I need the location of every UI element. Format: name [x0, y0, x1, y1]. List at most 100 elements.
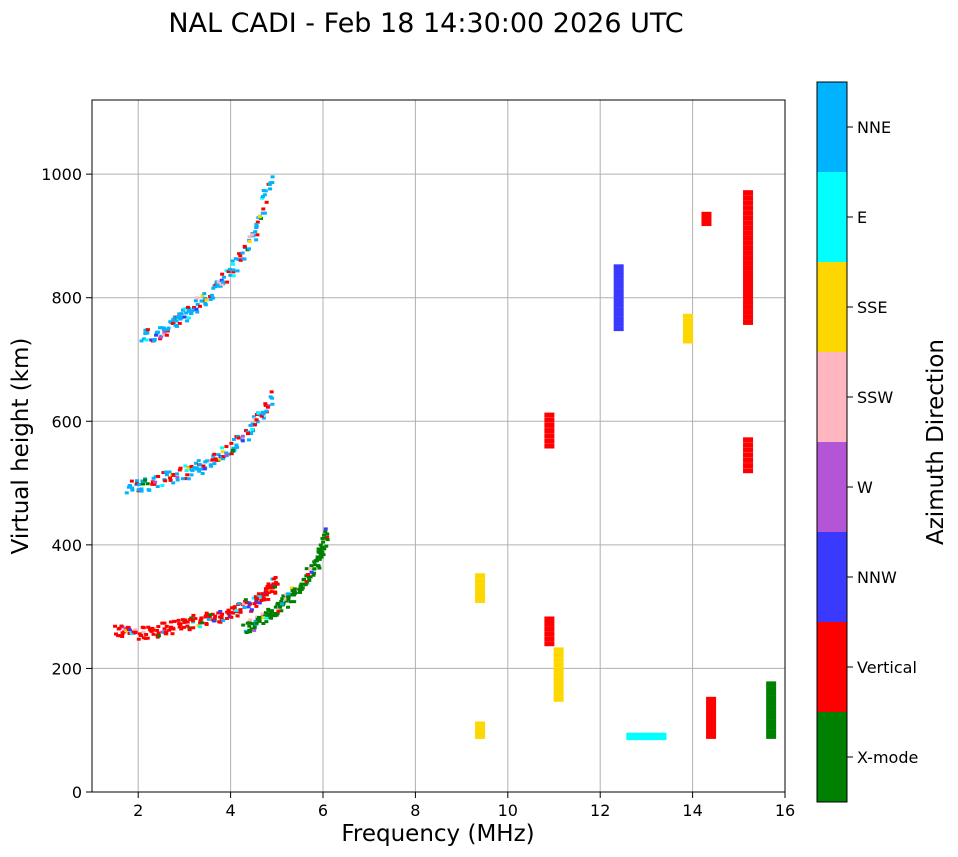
- echo-mark: [278, 605, 283, 609]
- echo-mark: [185, 624, 190, 628]
- echo-mark: [224, 445, 229, 449]
- echo-mark: [320, 536, 325, 540]
- echo-mark: [160, 630, 165, 634]
- echo-mark: [544, 443, 555, 449]
- echo-mark: [178, 315, 183, 319]
- echo-mark: [269, 609, 274, 613]
- echo-mark: [125, 625, 130, 629]
- echo-mark: [544, 433, 555, 439]
- echo-mark: [218, 620, 223, 624]
- echo-mark: [263, 189, 268, 193]
- echo-mark: [197, 304, 202, 308]
- echo-mark: [323, 527, 328, 531]
- echo-mark: [553, 677, 564, 683]
- echo-mark: [261, 412, 266, 416]
- echo-mark: [193, 299, 198, 303]
- echo-mark: [323, 530, 328, 534]
- echo-mark: [156, 474, 161, 478]
- echo-mark: [198, 619, 203, 623]
- echo-mark: [150, 482, 155, 486]
- echo-mark: [162, 621, 167, 625]
- echo-mark: [146, 488, 151, 492]
- echo-mark: [613, 273, 624, 279]
- echo-mark: [136, 637, 141, 641]
- grid-lines: [92, 100, 786, 793]
- echo-mark: [312, 567, 317, 571]
- echo-mark: [220, 272, 225, 276]
- echo-mark: [249, 432, 254, 436]
- echo-mark: [270, 396, 275, 400]
- echo-mark: [252, 423, 257, 427]
- echo-mark: [626, 732, 667, 738]
- echo-mark: [254, 604, 259, 608]
- echo-mark: [766, 714, 777, 720]
- echo-mark: [158, 337, 163, 341]
- echo-mark: [162, 627, 167, 631]
- echo-mark: [283, 597, 288, 601]
- echo-mark: [613, 302, 624, 308]
- echo-mark: [250, 622, 255, 626]
- echo-mark: [294, 590, 299, 594]
- echo-mark: [240, 439, 245, 443]
- echo-mark: [613, 288, 624, 294]
- echo-mark: [230, 259, 235, 263]
- echo-mark: [133, 630, 138, 634]
- echo-mark: [186, 466, 191, 470]
- echo-mark: [475, 721, 486, 727]
- echo-mark: [270, 402, 275, 406]
- echo-mark: [743, 235, 754, 241]
- echo-mark: [176, 618, 181, 622]
- echo-mark: [701, 221, 712, 227]
- echo-mark: [145, 328, 150, 332]
- echo-mark: [224, 453, 229, 457]
- echo-mark: [706, 701, 717, 707]
- echo-mark: [553, 647, 564, 653]
- echo-mark: [225, 280, 230, 284]
- echo-mark: [613, 264, 624, 270]
- echo-mark: [156, 631, 161, 635]
- echo-mark: [187, 626, 192, 630]
- echo-mark: [182, 620, 187, 624]
- echo-mark: [743, 190, 754, 196]
- echo-mark: [743, 280, 754, 286]
- echo-mark: [143, 331, 148, 335]
- echo-mark: [180, 618, 185, 622]
- echo-mark: [204, 621, 209, 625]
- echo-mark: [743, 200, 754, 206]
- echo-mark: [265, 585, 270, 589]
- echo-mark: [299, 582, 304, 586]
- echo-mark: [260, 410, 265, 414]
- echo-mark: [234, 443, 239, 447]
- echo-mark: [165, 328, 170, 332]
- echo-mark: [164, 630, 169, 634]
- echo-mark: [224, 269, 229, 273]
- x-axis-label: Frequency (MHz): [341, 821, 534, 847]
- echo-mark: [156, 634, 161, 638]
- echo-mark: [766, 700, 777, 706]
- colorbar-swatch: [817, 352, 847, 442]
- echo-mark: [238, 610, 243, 614]
- echo-mark: [231, 268, 236, 272]
- echo-mark: [207, 615, 212, 619]
- echo-mark: [255, 420, 260, 424]
- echo-mark: [241, 623, 246, 627]
- echo-mark: [227, 267, 232, 271]
- echo-mark: [168, 620, 173, 624]
- echo-mark: [197, 469, 202, 473]
- echo-mark: [248, 424, 253, 428]
- echo-mark: [215, 283, 220, 287]
- echo-mark: [237, 252, 242, 256]
- echo-mark: [319, 555, 324, 559]
- echo-mark: [267, 586, 272, 590]
- echo-mark: [182, 315, 187, 319]
- echo-mark: [257, 616, 262, 620]
- echo-mark: [171, 481, 176, 485]
- echo-mark: [257, 601, 262, 605]
- colorbar-category-label: W: [857, 478, 873, 497]
- echo-mark: [254, 597, 259, 601]
- echo-mark: [544, 616, 555, 622]
- echo-mark: [553, 686, 564, 692]
- echo-mark: [261, 621, 266, 625]
- echo-mark: [249, 609, 254, 613]
- echo-mark: [321, 540, 326, 544]
